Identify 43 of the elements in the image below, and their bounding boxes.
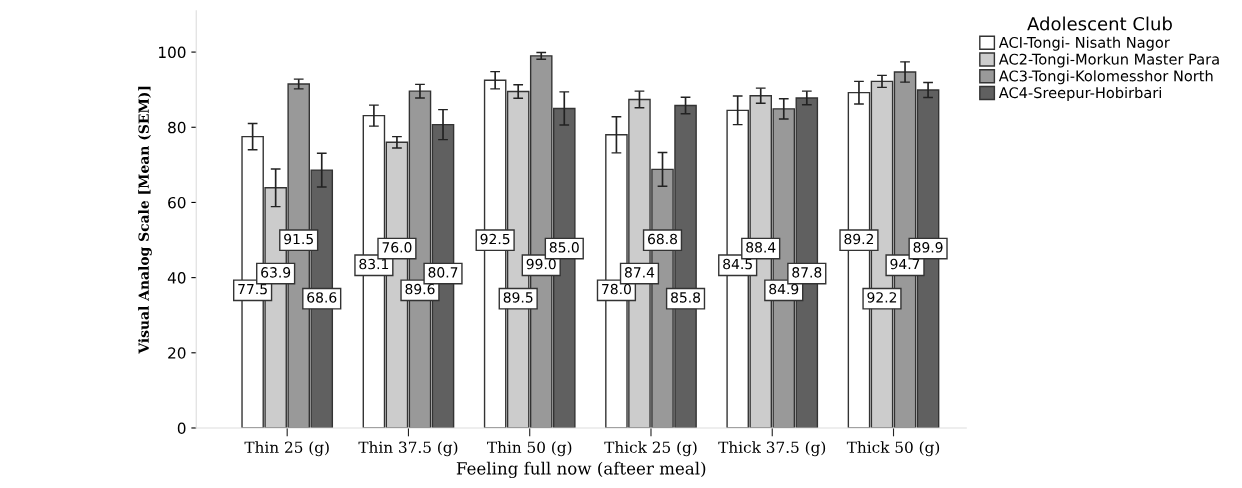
data-label: 89.9 [913,242,943,253]
data-label: 84.9 [769,283,799,295]
data-label: 91.5 [284,233,313,245]
y-tick-label: 80 [168,121,186,134]
x-tick-label: Thick 37.5 (g) [718,441,826,457]
data-label: 78.0 [602,283,631,295]
legend-title: Adolescent Club [1027,16,1172,31]
y-tick-label: 100 [159,46,186,59]
legend-label: AC4-Sreepur-Hobirbari [998,86,1161,102]
data-label: 84.5 [723,258,752,270]
data-label: 92.2 [867,292,897,303]
y-axis-title: Visual Analog Scale [Mean (SEM)] [138,86,152,354]
data-label: 80.7 [428,267,458,278]
x-tick-label: Thick 25 (g) [604,441,697,457]
x-tick-label: Thick 50 (g) [846,441,940,457]
x-tick-label: Thin 50 (g) [487,441,572,457]
x-tick-label: Thin 37.5 (g) [358,441,458,457]
data-label: 89.6 [405,283,435,295]
data-label: 85.0 [549,242,579,253]
data-label: 77.5 [238,283,267,295]
data-label: 63.9 [261,267,291,278]
legend-label: ACI-Tongi- Nisath Nagor [998,36,1170,51]
x-axis-title: Feeling full now (afteer meal) [456,461,706,479]
data-label: 99.0 [526,258,556,270]
y-tick-label: 0 [177,422,186,434]
x-tick-label: Thin 25 (g) [244,441,329,457]
data-label: 83.1 [359,258,389,270]
y-tick-label: 60 [168,196,186,209]
legend-label: AC2-Tongi-Morkun Master Para [998,53,1219,68]
data-label: 85.8 [671,292,701,303]
data-label: 68.8 [648,233,678,245]
y-tick-label: 20 [168,347,186,359]
data-label: 87.4 [624,267,655,278]
data-label: 76.0 [382,242,412,253]
data-label: 87.8 [792,267,822,278]
data-label: 89.5 [503,292,533,303]
data-label: 94.7 [890,258,920,270]
data-label: 89.2 [844,233,874,245]
y-tick-label: 40 [167,272,186,284]
legend-label: AC3-Tongi-Kolomesshor North [998,70,1213,85]
data-label: 92.5 [480,233,510,245]
data-label: 88.4 [746,242,776,253]
data-label: 68.6 [307,292,337,303]
